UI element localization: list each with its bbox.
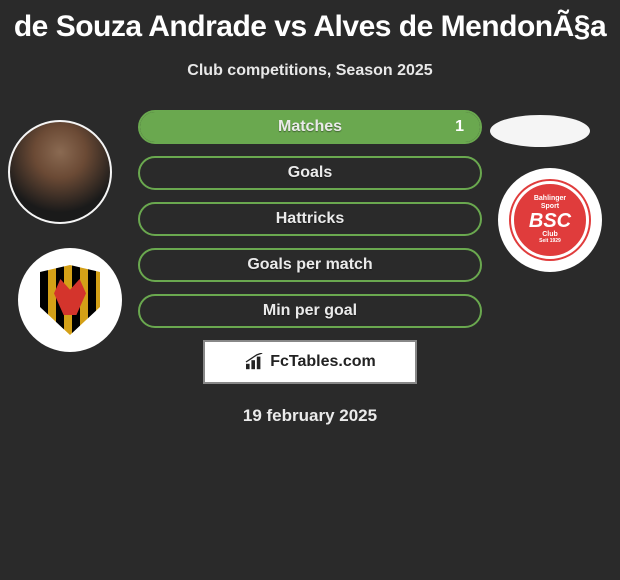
bsc-badge-icon: Bahlinger Sport BSC Club Seit 1929 xyxy=(511,181,589,259)
stat-pill: Goals per match xyxy=(138,248,482,282)
stat-label: Min per goal xyxy=(140,296,480,326)
stat-value-right: 1 xyxy=(455,112,464,142)
stat-label: Hattricks xyxy=(140,204,480,234)
stat-label: Goals per match xyxy=(140,250,480,280)
badge-text-top: Bahlinger xyxy=(534,195,566,203)
club-left-badge xyxy=(18,248,122,352)
stat-pill: Matches1 xyxy=(138,110,482,144)
shield-icon xyxy=(40,265,100,335)
stats-list: Matches1 Goals Hattricks Goals per match Min… xyxy=(138,110,482,328)
footer-date: 19 february 2025 xyxy=(0,406,620,426)
player-right-photo xyxy=(490,115,590,147)
stat-pill: Hattricks xyxy=(138,202,482,236)
page-title: de Souza Andrade vs Alves de MendonÃ§a xyxy=(0,0,620,44)
branding-text: FcTables.com xyxy=(270,353,376,371)
player-left-photo xyxy=(8,120,112,224)
badge-text-mid2: Club xyxy=(542,231,558,239)
bar-chart-icon xyxy=(244,353,266,371)
branding-box: FcTables.com xyxy=(203,340,417,384)
badge-text-big: BSC xyxy=(529,212,571,230)
comparison-panel: Bahlinger Sport BSC Club Seit 1929 Match… xyxy=(0,110,620,426)
page-subtitle: Club competitions, Season 2025 xyxy=(0,62,620,80)
stat-label: Matches xyxy=(140,112,480,142)
stat-pill: Goals xyxy=(138,156,482,190)
stat-label: Goals xyxy=(140,158,480,188)
stat-pill: Min per goal xyxy=(138,294,482,328)
badge-text-bottom: Seit 1929 xyxy=(539,239,561,245)
club-right-badge: Bahlinger Sport BSC Club Seit 1929 xyxy=(498,168,602,272)
